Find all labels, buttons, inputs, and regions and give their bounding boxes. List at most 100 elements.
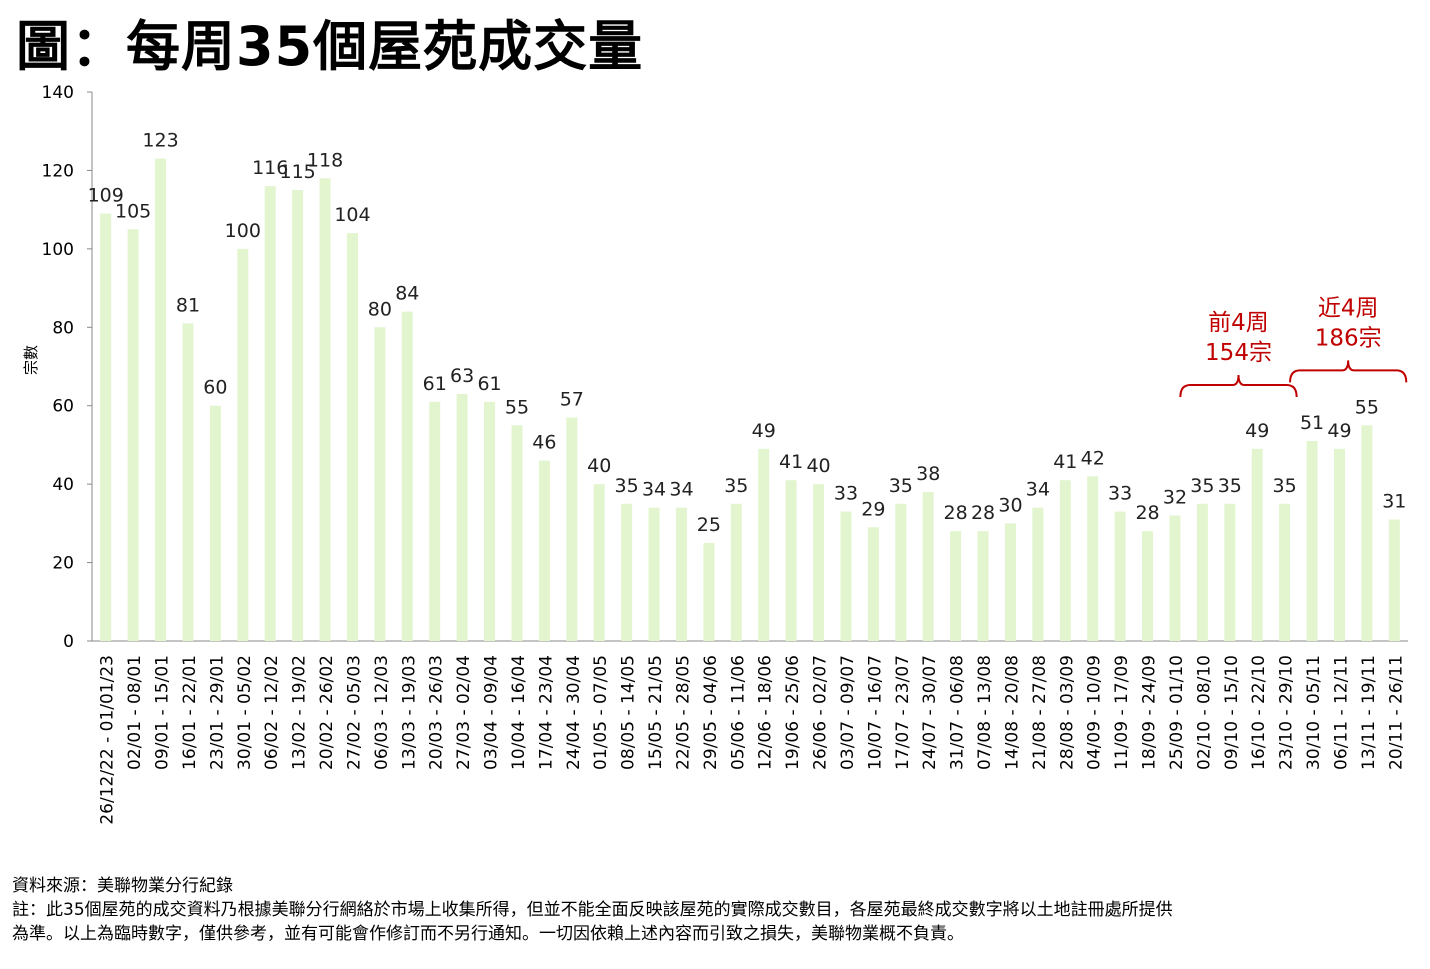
- data-label: 46: [532, 432, 556, 454]
- data-label: 33: [834, 483, 858, 505]
- bar: [1224, 503, 1236, 641]
- data-label: 34: [642, 479, 666, 501]
- data-label: 41: [1053, 451, 1077, 473]
- y-tick-label: 140: [42, 83, 74, 103]
- x-tick-label: 26/12/22 - 01/01/23: [98, 655, 118, 825]
- y-tick-label: 100: [42, 240, 74, 260]
- bar: [1032, 507, 1044, 641]
- x-tick-label: 30/01 - 05/02: [235, 655, 255, 770]
- data-label: 28: [944, 502, 968, 524]
- disclaimer-line-2: 為準。以上為臨時數字，僅供參考，並有可能會作修訂而不另行通知。一切因依賴上述內容…: [12, 924, 964, 944]
- disclaimer-line-1: 註：此35個屋苑的成交資料乃根據美聯分行網絡於市場上收集所得，但並不能全面反映該…: [12, 900, 1173, 920]
- x-tick-label: 15/05 - 21/05: [646, 655, 666, 770]
- data-label: 38: [916, 463, 940, 485]
- data-label: 34: [1026, 479, 1050, 501]
- bar: [1388, 519, 1400, 641]
- y-tick-label: 120: [42, 161, 74, 181]
- data-label: 35: [889, 475, 913, 497]
- data-label: 34: [669, 479, 693, 501]
- bracket: [1179, 374, 1298, 398]
- bar: [648, 507, 660, 641]
- y-tick-label: 80: [52, 318, 74, 338]
- data-label: 123: [142, 130, 178, 152]
- data-label: 105: [115, 200, 151, 222]
- x-tick-label: 06/02 - 12/02: [262, 655, 282, 770]
- bracket: [1289, 360, 1408, 383]
- x-tick-label: 17/07 - 23/07: [893, 655, 913, 770]
- data-label: 104: [334, 204, 370, 226]
- data-label: 60: [203, 377, 227, 399]
- x-tick-label: 08/05 - 14/05: [619, 655, 639, 770]
- bar: [511, 425, 523, 641]
- bar: [1114, 511, 1126, 641]
- x-tick-label: 24/04 - 30/04: [564, 655, 584, 770]
- bar: [703, 542, 715, 641]
- data-label: 28: [971, 502, 995, 524]
- data-label: 84: [395, 283, 419, 305]
- bar: [785, 480, 797, 641]
- x-tick-label: 12/06 - 18/06: [756, 655, 776, 770]
- data-label: 40: [806, 455, 830, 477]
- bar: [840, 511, 852, 641]
- x-tick-label: 20/11 - 26/11: [1386, 655, 1406, 770]
- bar: [1279, 503, 1291, 641]
- x-tick-label: 24/07 - 30/07: [920, 655, 940, 770]
- bar: [950, 531, 962, 641]
- bar: [922, 491, 934, 641]
- data-label: 42: [1081, 447, 1105, 469]
- data-label: 35: [1273, 475, 1297, 497]
- bar: [374, 327, 386, 641]
- bar: [155, 158, 167, 641]
- bar: [484, 401, 496, 641]
- x-tick-label: 11/09 - 17/09: [1112, 655, 1132, 770]
- bar: [621, 503, 633, 641]
- bar: [758, 448, 770, 641]
- x-tick-label: 25/09 - 01/10: [1167, 655, 1187, 770]
- data-label: 61: [423, 373, 447, 395]
- x-tick-label: 16/01 - 22/01: [180, 655, 200, 770]
- x-tick-label: 02/01 - 08/01: [125, 655, 145, 770]
- bar: [346, 233, 358, 641]
- x-tick-label: 14/08 - 20/08: [1002, 655, 1022, 770]
- bar: [566, 417, 578, 641]
- y-tick-label: 20: [52, 554, 74, 574]
- data-label: 109: [88, 185, 124, 207]
- y-tick-label: 0: [63, 632, 74, 652]
- x-tick-label: 06/11 - 12/11: [1331, 655, 1351, 770]
- x-tick-label: 06/03 - 12/03: [372, 655, 392, 770]
- x-tick-label: 01/05 - 07/05: [591, 655, 611, 770]
- bar: [1142, 531, 1154, 641]
- bar: [429, 401, 441, 641]
- data-label: 115: [279, 161, 315, 183]
- data-label: 35: [615, 475, 639, 497]
- bar: [209, 405, 221, 641]
- bar: [237, 248, 249, 641]
- bar: [1196, 503, 1208, 641]
- data-label: 57: [560, 388, 584, 410]
- data-label: 55: [505, 396, 529, 418]
- bar: [100, 213, 112, 642]
- source-note: 資料來源：美聯物業分行紀錄: [12, 876, 233, 896]
- data-label: 31: [1382, 490, 1406, 512]
- x-tick-label: 13/02 - 19/02: [290, 655, 310, 770]
- annotation-label: 前4周: [1208, 310, 1269, 336]
- bar: [538, 460, 550, 641]
- data-label: 49: [752, 420, 776, 442]
- bar: [292, 190, 304, 642]
- x-tick-label: 20/02 - 26/02: [317, 655, 337, 770]
- x-tick-label: 16/10 - 22/10: [1249, 655, 1269, 770]
- data-label: 30: [998, 494, 1022, 516]
- data-label: 35: [1218, 475, 1242, 497]
- bar: [1059, 480, 1071, 641]
- x-tick-label: 27/02 - 05/03: [344, 655, 364, 770]
- bar: [182, 323, 194, 641]
- x-tick-label: 04/09 - 10/09: [1085, 655, 1105, 770]
- x-tick-label: 19/06 - 25/06: [783, 655, 803, 770]
- bar: [127, 229, 139, 641]
- bar: [1169, 515, 1181, 641]
- x-tick-label: 13/03 - 19/03: [399, 655, 419, 770]
- bar: [675, 507, 687, 641]
- bar: [895, 503, 907, 641]
- data-label: 35: [1190, 475, 1214, 497]
- x-tick-label: 18/09 - 24/09: [1140, 655, 1160, 770]
